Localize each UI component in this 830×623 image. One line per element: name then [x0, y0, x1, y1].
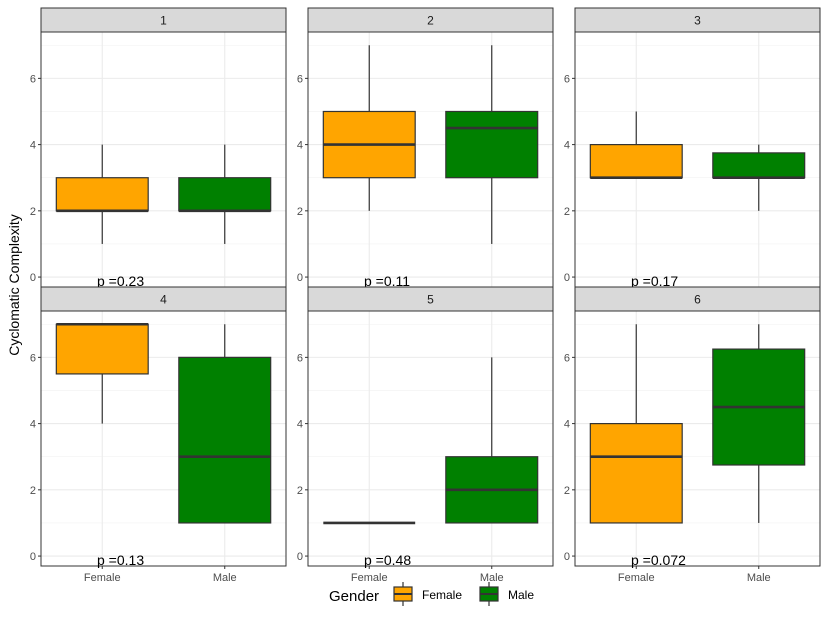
facet-strip-label: 6 [694, 293, 701, 307]
box-body [589, 143, 683, 179]
facet-panel-4: 4 0 2 4 6 Female Male p =0.13 [30, 286, 287, 584]
y-tick-label: 2 [30, 485, 36, 497]
y-tick-label: 2 [30, 206, 36, 218]
y-tick-label: 6 [564, 352, 570, 364]
box-male [445, 45, 539, 244]
facet-strip [574, 7, 821, 33]
y-tick-label: 4 [30, 419, 36, 431]
p-value-annotation: p =0.072 [631, 552, 686, 568]
x-tick-label: Female [84, 572, 121, 584]
box-body [178, 177, 272, 212]
p-value-annotation: p =0.17 [631, 273, 678, 289]
facet-strip [307, 286, 554, 312]
p-value-annotation: p =0.23 [97, 273, 144, 289]
x-tick-label: Male [213, 572, 237, 584]
y-tick-label: 2 [564, 206, 570, 218]
facet-panel-1: 10246FemaleMalep =0.23 [30, 7, 287, 305]
box-body [589, 422, 683, 524]
facet-strip [40, 286, 287, 312]
box-female [55, 322, 149, 424]
facet-strip-label: 2 [427, 14, 434, 28]
legend-key-male: Male [479, 582, 534, 606]
y-tick-label: 2 [297, 485, 303, 497]
facet-strip-label: 1 [160, 14, 167, 28]
plot-background [41, 32, 286, 287]
facet-strip-label: 5 [427, 293, 434, 307]
facet-panel-2: 20246FemaleMalep =0.11 [297, 7, 554, 305]
y-tick-label: 2 [564, 485, 570, 497]
y-tick-label: 6 [297, 352, 303, 364]
x-tick-label: Male [480, 572, 504, 584]
y-tick-label: 2 [297, 206, 303, 218]
y-tick-label: 0 [297, 551, 303, 563]
panel-border [40, 310, 287, 567]
box-body [55, 323, 149, 375]
p-value-annotation: p =0.11 [364, 273, 410, 289]
box-male [712, 144, 806, 211]
x-tick-label: Female [351, 572, 388, 584]
box-body [712, 152, 806, 179]
box-female [589, 111, 683, 180]
facet-strip [40, 7, 287, 33]
y-tick-label: 4 [30, 140, 36, 152]
facet-strip [307, 7, 554, 33]
legend-label: Female [422, 588, 462, 602]
y-tick-label: 4 [297, 140, 303, 152]
panel-border [307, 310, 554, 567]
box-male [445, 357, 539, 524]
facet-strip-label: 4 [160, 293, 167, 307]
y-tick-label: 6 [30, 73, 36, 85]
x-tick-label: Male [747, 572, 771, 584]
y-tick-label: 0 [297, 272, 303, 284]
y-tick-label: 4 [564, 419, 570, 431]
box-body [445, 110, 539, 179]
panel-border [574, 310, 821, 567]
box-male [178, 144, 272, 244]
y-tick-label: 4 [564, 140, 570, 152]
plot-background [308, 311, 553, 566]
y-axis-label: Cyclomatic Complexity [6, 214, 22, 356]
box-male [178, 324, 272, 524]
y-tick-label: 6 [297, 73, 303, 85]
y-tick-label: 4 [297, 419, 303, 431]
box-female [55, 144, 149, 244]
facet-panel-3: 30246FemaleMalep =0.17 [564, 7, 821, 305]
box-female [322, 45, 416, 211]
y-tick-label: 0 [564, 272, 570, 284]
box-male [712, 324, 806, 523]
y-tick-label: 6 [564, 73, 570, 85]
y-tick-label: 0 [564, 551, 570, 563]
facet-panels: 1 0 2 4 6 Female Male p =0.23 2 0 2 4 6 Female Male p =… [30, 7, 821, 584]
box-female [589, 324, 683, 524]
p-value-annotation: p =0.13 [97, 552, 144, 568]
facet-panel-5: 5 0 2 4 6 Female Male p =0.48 [297, 286, 554, 584]
legend-title: Gender [329, 588, 379, 605]
p-value-annotation: p =0.48 [364, 552, 411, 568]
legend: Gender Female Male [329, 582, 534, 606]
y-tick-label: 6 [30, 352, 36, 364]
facet-strip-label: 3 [694, 14, 701, 28]
x-tick-label: Female [618, 572, 655, 584]
legend-label: Male [508, 588, 534, 602]
box-body [55, 177, 149, 212]
y-tick-label: 0 [30, 272, 36, 284]
box-body [178, 356, 272, 524]
legend-key-female: Female [393, 582, 462, 606]
y-tick-label: 0 [30, 551, 36, 563]
facet-panel-6: 6 0 2 4 6 Female Male p =0.072 [564, 286, 821, 584]
